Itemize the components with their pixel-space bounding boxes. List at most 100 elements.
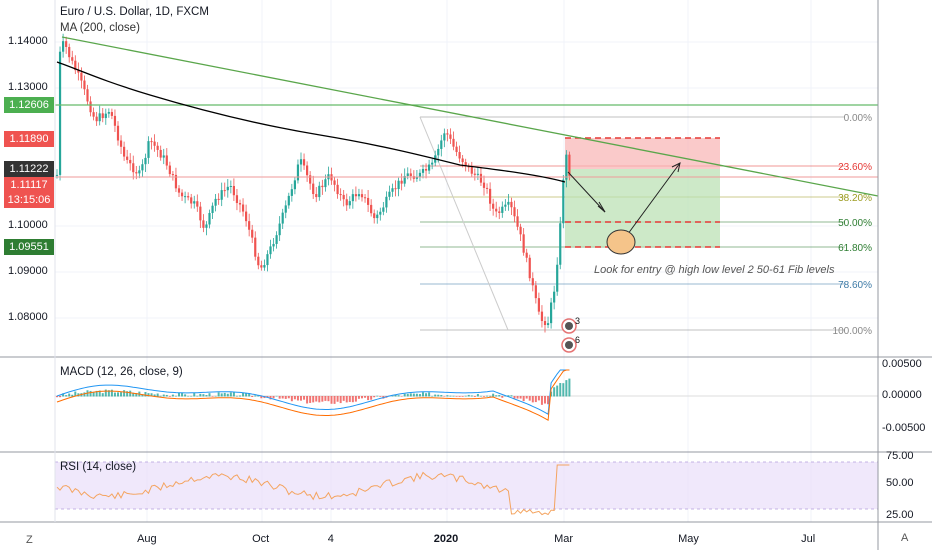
macd-histogram-bar — [190, 395, 193, 397]
macd-histogram-bar — [537, 396, 540, 401]
macd-histogram-bar — [300, 396, 302, 401]
rsi-tick-label: 75.00 — [886, 450, 914, 462]
macd-histogram-bar — [290, 396, 293, 402]
macd-histogram-bar — [251, 396, 254, 397]
macd-histogram-bar — [287, 396, 290, 399]
macd-histogram-bar — [409, 393, 412, 397]
candle-body — [153, 141, 156, 146]
macd-indicator-label[interactable]: MACD (12, 26, close, 9) — [60, 366, 183, 378]
macd-histogram-bar — [379, 396, 382, 397]
candle-body — [397, 180, 400, 190]
candle-body — [68, 46, 71, 58]
candle-body — [293, 180, 296, 190]
event-dot — [565, 322, 573, 330]
position-boxes — [565, 137, 720, 248]
macd-histogram-bar — [266, 396, 269, 398]
candle-body — [360, 194, 364, 198]
candle-body — [141, 164, 144, 171]
x-tick-label: Mar — [554, 533, 574, 545]
macd-histogram-bar — [376, 395, 379, 397]
candle-body — [363, 197, 367, 199]
macd-histogram-bar — [278, 396, 281, 399]
signal-line — [56, 369, 570, 422]
candle-body — [455, 146, 458, 153]
macd-histogram-bar — [303, 396, 306, 400]
candle-body — [339, 194, 342, 196]
macd-histogram-bar — [65, 395, 68, 397]
macd-histogram-bar — [464, 395, 467, 397]
macd-histogram-bar — [345, 396, 348, 403]
ma-indicator-label[interactable]: MA (200, close) — [60, 22, 140, 34]
macd-histogram-bar — [391, 395, 394, 397]
candle-body — [269, 246, 272, 255]
macd-histogram-bar — [458, 396, 461, 397]
macd-histogram-bar — [184, 394, 187, 397]
candle-body — [501, 206, 504, 213]
macd-histogram-bar — [312, 396, 315, 403]
candle-body — [284, 205, 287, 213]
macd-histogram-bar — [324, 396, 327, 401]
rsi-tick-label: 25.00 — [886, 509, 914, 521]
x-tick-label: 4 — [327, 533, 334, 545]
macd-histogram-bar — [113, 392, 116, 397]
macd-histogram-bar — [123, 390, 126, 397]
auto-scale-button[interactable]: A — [901, 532, 909, 544]
macd-tick-label: 0.00500 — [882, 358, 922, 370]
x-tick-label: 2020 — [433, 533, 459, 545]
candle-body — [296, 164, 300, 181]
candle-body — [89, 101, 92, 113]
macd-histogram-bar — [187, 395, 190, 397]
x-tick-label: Aug — [137, 533, 157, 545]
arrow-head — [671, 162, 681, 173]
candle-body — [254, 237, 257, 257]
fib-level-label: 61.80% — [838, 243, 872, 254]
candle-body — [132, 163, 135, 173]
macd-histogram-bar — [141, 394, 144, 397]
candle-body — [424, 168, 428, 171]
rsi-indicator-label[interactable]: RSI (14, close) — [60, 461, 137, 473]
candle-body — [281, 212, 284, 224]
candle-body — [345, 199, 348, 206]
macd-histogram-bar — [351, 396, 354, 403]
macd-histogram-bar — [214, 395, 217, 397]
macd-histogram-bar — [400, 396, 403, 397]
trade-annotation: Look for entry @ high low level 2 50-61 … — [594, 264, 835, 276]
candle-body — [95, 116, 98, 122]
candle-body — [98, 113, 101, 122]
macd-histogram-bar — [470, 395, 473, 397]
fib-level-label: 0.00% — [844, 113, 872, 124]
candle-body — [83, 80, 86, 90]
macd-histogram-bar — [217, 392, 220, 397]
candle-body — [71, 57, 74, 61]
candle-body — [553, 291, 556, 303]
event-count: 6 — [575, 335, 580, 345]
macd-histogram-bar — [95, 390, 98, 397]
candle-body — [321, 185, 324, 188]
macd-histogram-bar — [531, 396, 534, 403]
candle-body — [245, 211, 248, 222]
candle-body — [150, 141, 153, 143]
macd-histogram-bar — [156, 393, 159, 397]
candle-body — [55, 174, 59, 176]
candle-body — [299, 159, 303, 165]
ma-200-line — [56, 61, 566, 183]
candle-body — [406, 173, 409, 176]
candle-body — [202, 220, 205, 228]
macd-histogram-bar — [547, 396, 550, 405]
candle-body — [467, 166, 470, 168]
candle-body — [119, 140, 123, 147]
candle-body — [440, 140, 443, 149]
macd-histogram-bar — [415, 393, 418, 397]
candle-body — [394, 188, 397, 190]
zoom-reset-button[interactable]: Z — [26, 534, 33, 546]
candle-body — [156, 145, 159, 150]
candle-body — [177, 188, 181, 193]
candle-body — [217, 198, 220, 200]
candle-body — [144, 157, 147, 165]
candle-body — [470, 166, 473, 174]
candle-body — [226, 186, 229, 191]
rsi-line — [56, 464, 570, 516]
macd-histogram-bar — [348, 396, 351, 402]
candle-body — [565, 154, 568, 180]
